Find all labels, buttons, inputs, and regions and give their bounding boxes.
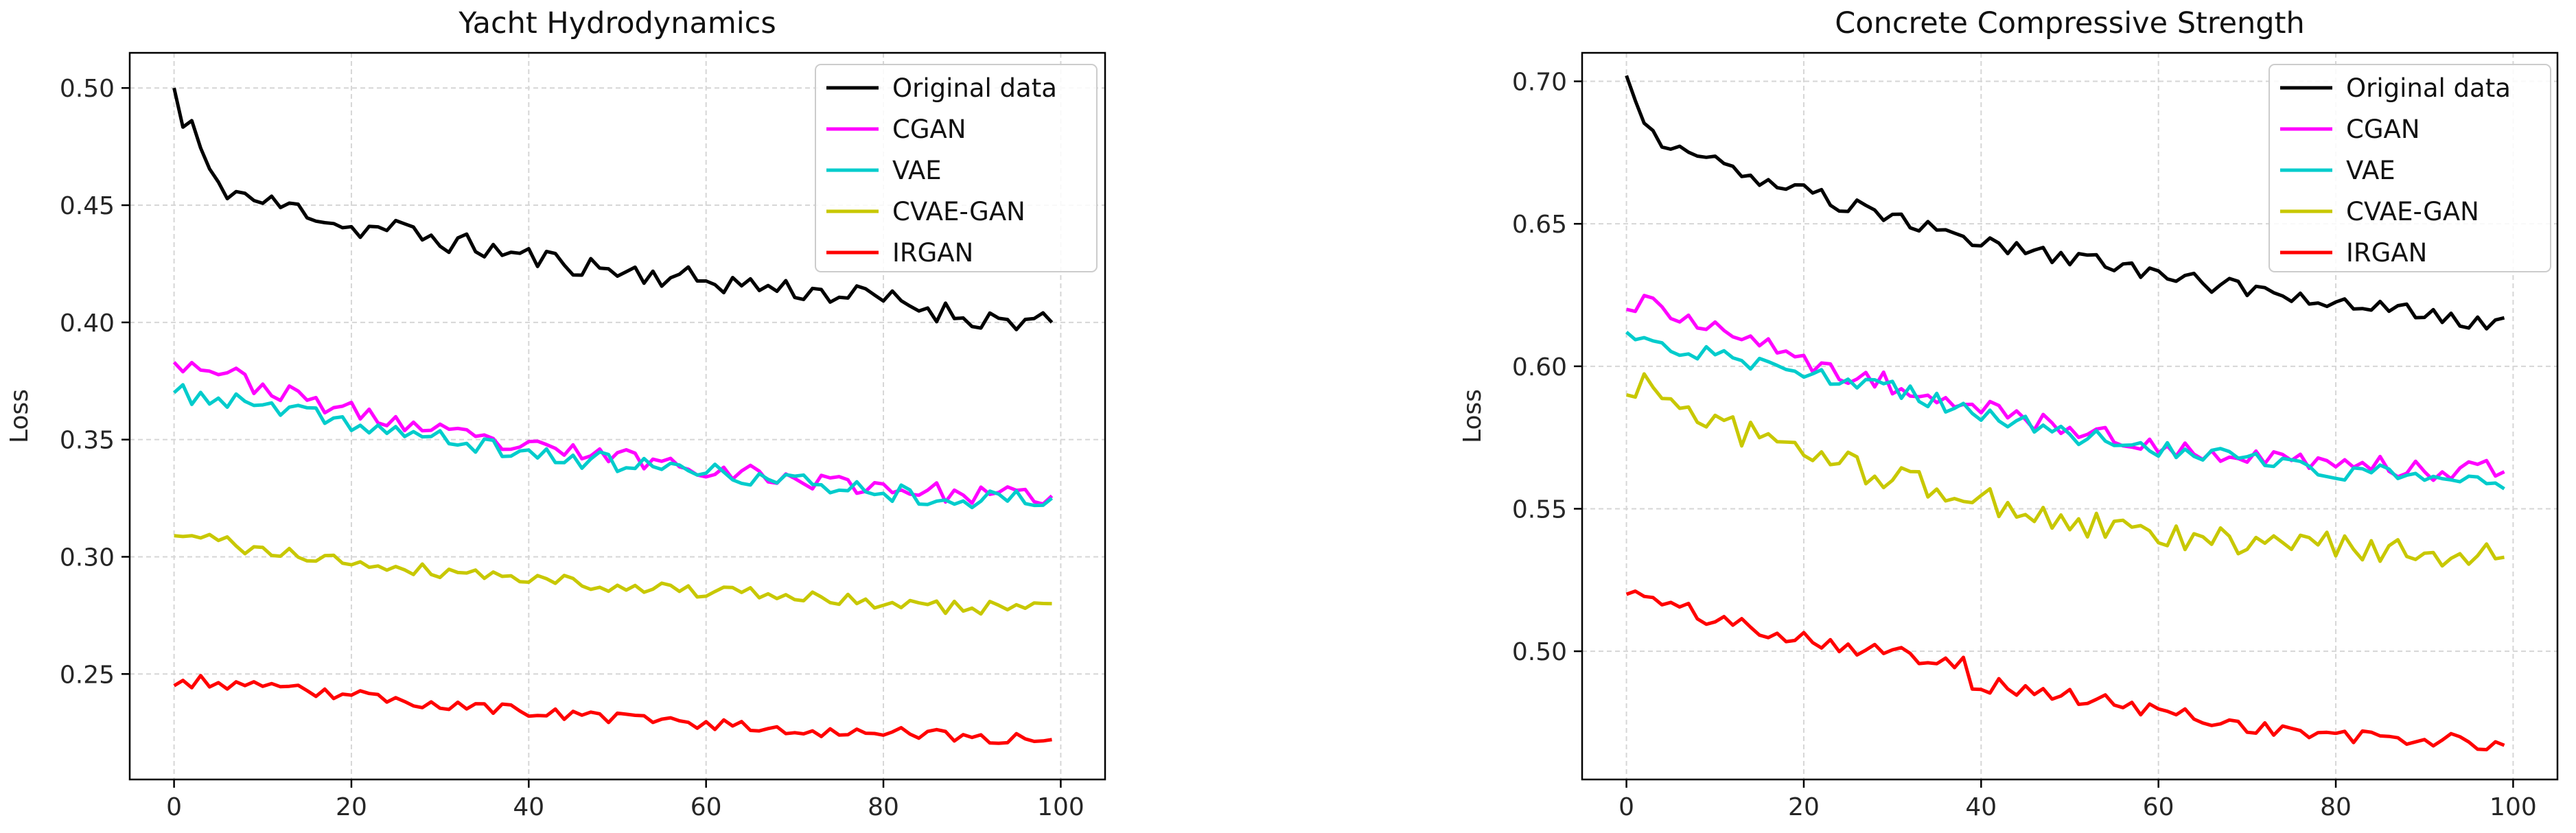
x-tick-label: 60 [691, 793, 722, 821]
legend: Original data CGAN VAE CVAE-GAN IRGAN [815, 64, 1098, 272]
series-line-vae [172, 383, 1054, 510]
chart-panel-1: Yacht Hydrodynamics 0 20 40 60 80 100 0.25 0.30 0… [5, 6, 1106, 821]
legend: Original data CGAN VAE CVAE-GAN IRGAN [2268, 64, 2551, 272]
legend-entry: IRGAN [2346, 238, 2427, 268]
series-line-cvae-gan [1625, 372, 2505, 568]
y-tick-label: 0.35 [60, 427, 115, 455]
series-line-vae [1625, 331, 2505, 491]
y-tick-label: 0.55 [1512, 495, 1567, 524]
legend-entry: CVAE-GAN [2346, 197, 2479, 226]
x-tick-label: 100 [1037, 793, 1084, 821]
series-line-original-data [1625, 75, 2505, 331]
x-tick-label: 60 [2143, 793, 2174, 821]
y-tick-label: 0.25 [60, 661, 115, 689]
legend-entry: CGAN [2346, 115, 2420, 144]
x-tick-label: 20 [336, 793, 367, 821]
legend-entry: CVAE-GAN [892, 197, 1025, 226]
x-tick-label: 40 [513, 793, 544, 821]
y-tick-label: 0.70 [1512, 69, 1567, 97]
legend-entry: IRGAN [892, 238, 973, 268]
x-tick-label: 20 [1788, 793, 1820, 821]
x-tick-label: 80 [2320, 793, 2352, 821]
legend-entry: Original data [892, 73, 1057, 103]
y-tick-label: 0.50 [60, 75, 115, 103]
y-tick-label: 0.60 [1512, 353, 1567, 382]
y-tick-label: 0.40 [60, 309, 115, 338]
legend-entry: CGAN [892, 115, 966, 144]
series-line-irgan [173, 674, 1052, 745]
legend-box [2268, 64, 2551, 272]
legend-entry: VAE [2346, 156, 2395, 185]
series-line-original-data [172, 87, 1054, 331]
series-line-cvae-gan [174, 532, 1052, 616]
y-tick-label: 0.45 [60, 192, 115, 220]
y-axis-label: Loss [1459, 389, 1487, 443]
y-tick-label: 0.50 [1512, 638, 1567, 666]
series-line-irgan [1625, 589, 2505, 751]
x-tick-label: 80 [868, 793, 899, 821]
y-tick-label: 0.30 [60, 543, 115, 572]
series-line-cgan [172, 360, 1054, 506]
series-line-cgan [1626, 294, 2505, 482]
x-tick-label: 0 [166, 793, 182, 821]
x-tick-label: 40 [1965, 793, 1997, 821]
x-tick-label: 0 [1618, 793, 1634, 821]
legend-entry: VAE [892, 156, 942, 185]
legend-box [815, 64, 1098, 272]
x-tick-label: 100 [2490, 793, 2537, 821]
y-axis-label: Loss [5, 389, 34, 443]
y-tick-label: 0.65 [1512, 211, 1567, 239]
plot-frame [128, 51, 1106, 781]
chart-title: Concrete Compressive Strength [1835, 6, 2304, 40]
legend-entry: Original data [2346, 73, 2511, 103]
chart-panel-2: Concrete Compressive Strength 0 20 40 60 80 10… [1459, 6, 2559, 821]
plot-frame [1581, 51, 2559, 781]
chart-title: Yacht Hydrodynamics [458, 6, 776, 40]
